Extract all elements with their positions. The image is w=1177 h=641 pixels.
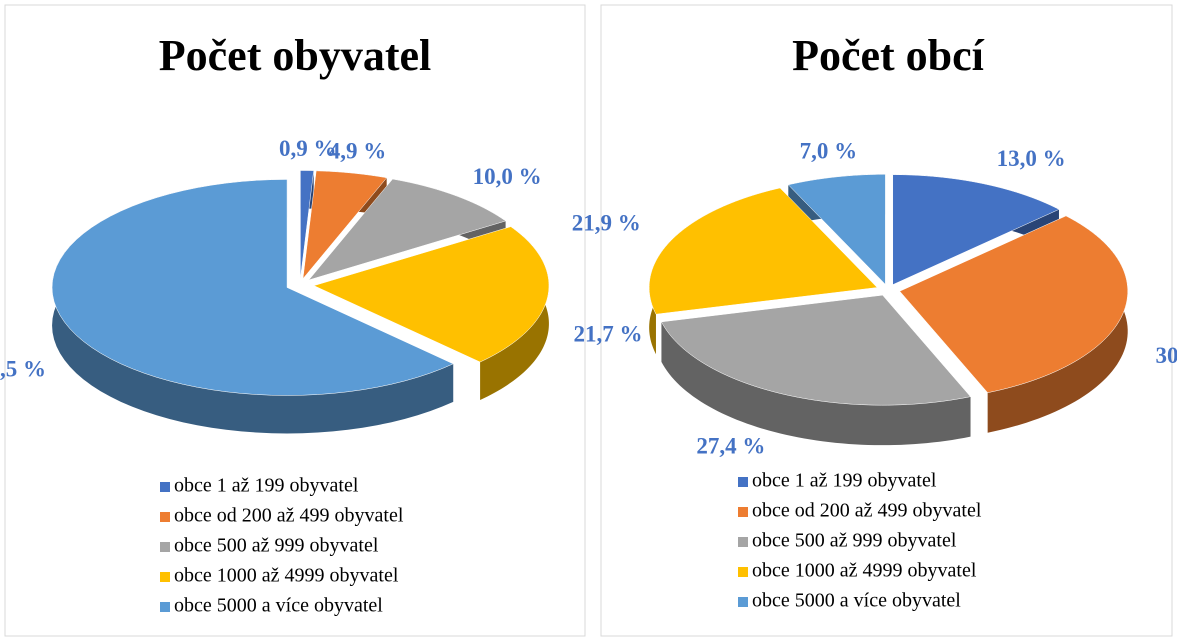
data-label: 21,7 % [573, 321, 642, 346]
legend-label: obce 5000 a více obyvatel [752, 590, 961, 612]
slice [308, 178, 507, 281]
legend-label: obce 1000 až 4999 obyvatel [752, 560, 977, 582]
slice [661, 294, 972, 406]
data-label: 4,9 % [329, 139, 387, 164]
data-label: 7,0 % [800, 138, 858, 163]
slice [302, 170, 388, 280]
slice-side [661, 321, 971, 446]
legend-label: obce od 200 až 499 obyvatel [752, 500, 982, 522]
data-label: 0,9 % [279, 136, 337, 161]
legend-swatch [738, 567, 748, 577]
slice-side [52, 179, 454, 434]
data-label: 10,0 % [473, 164, 542, 189]
legend-label: obce 1 až 199 obyvatel [174, 475, 359, 497]
slice [313, 226, 550, 363]
legend-swatch [160, 542, 170, 552]
legend-swatch [738, 507, 748, 517]
chart-title: Počet obcí [792, 31, 985, 80]
legend-swatch [160, 602, 170, 612]
legend-label: obce 500 až 999 obyvatel [174, 535, 379, 557]
data-label: 21,9 % [572, 211, 641, 236]
slice [300, 170, 314, 279]
chart-title: Počet obyvatel [159, 31, 431, 80]
legend-label: obce 5000 a více obyvatel [174, 595, 383, 617]
data-label: 62,5 % [0, 357, 46, 382]
legend-swatch [160, 482, 170, 492]
slice [51, 179, 454, 396]
legend-label: obce 1000 až 4999 obyvatel [174, 565, 399, 587]
legend-swatch [738, 597, 748, 607]
slice [892, 174, 1060, 286]
data-label: 27,4 % [696, 433, 765, 458]
legend-label: obce 500 až 999 obyvatel [752, 530, 957, 552]
legend-swatch [738, 537, 748, 547]
legend-swatch [738, 477, 748, 487]
legend-label: obce od 200 až 499 obyvatel [174, 505, 404, 527]
slice [648, 187, 878, 315]
legend-swatch [160, 572, 170, 582]
data-label: 13,0 % [997, 146, 1066, 171]
slice [899, 215, 1128, 393]
data-label: 30,7 % [1156, 343, 1177, 368]
slice [787, 174, 886, 285]
legend-swatch [160, 512, 170, 522]
legend-label: obce 1 až 199 obyvatel [752, 470, 937, 492]
